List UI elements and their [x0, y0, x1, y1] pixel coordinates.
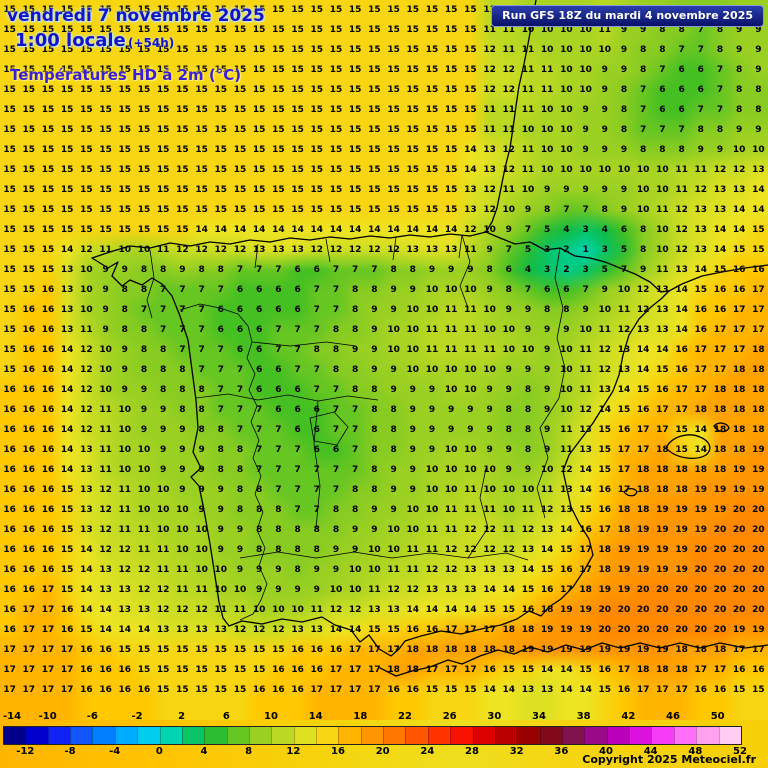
- color-scale-block: [383, 727, 406, 744]
- color-scale-label: 50: [710, 711, 725, 722]
- color-scale-label: -2: [131, 711, 143, 722]
- color-scale-block: [92, 727, 115, 744]
- color-scale-block: [405, 727, 428, 744]
- color-scale-label: 36: [554, 746, 569, 757]
- color-scale-label: 30: [487, 711, 502, 722]
- color-scale-label: 28: [465, 746, 479, 757]
- color-scale-block: [629, 727, 652, 744]
- color-scale-block: [4, 727, 26, 744]
- color-scale-label: 42: [621, 711, 636, 722]
- color-scale-block: [360, 727, 384, 744]
- color-scale-label: 16: [331, 746, 345, 757]
- color-scale-block: [539, 727, 562, 744]
- color-scale-block: [137, 727, 160, 744]
- color-scale-label: 4: [200, 746, 208, 757]
- color-scale-label: 26: [442, 711, 457, 722]
- color-scale-block: [450, 727, 473, 744]
- color-scale-block: [47, 727, 71, 744]
- color-scale-block: [248, 727, 272, 744]
- copyright-notice: Copyright 2025 Meteociel.fr: [582, 753, 756, 766]
- color-scale-block: [673, 727, 697, 744]
- color-scale-label: 20: [375, 746, 390, 757]
- color-scale-label: 24: [420, 746, 435, 757]
- color-scale-label: 46: [666, 711, 680, 722]
- color-scale-label: 38: [576, 711, 591, 722]
- color-scale-block: [271, 727, 294, 744]
- color-scale-label: -10: [38, 711, 57, 722]
- color-scale-label: 14: [308, 711, 323, 722]
- color-scale-label: 52: [733, 746, 747, 757]
- color-scale-label: -6: [86, 711, 98, 722]
- color-scale-label: 10: [264, 711, 278, 722]
- color-scale-block: [584, 727, 607, 744]
- color-scale-label: 0: [155, 746, 163, 757]
- color-scale-block: [696, 727, 719, 744]
- color-scale-block: [427, 727, 451, 744]
- color-scale-block: [718, 727, 741, 744]
- color-scale-block: [316, 727, 339, 744]
- color-scale-label: 2: [178, 711, 186, 722]
- color-scale-block: [561, 727, 585, 744]
- color-scale-block: [338, 727, 361, 744]
- color-scale-block: [651, 727, 674, 744]
- color-scale-block: [472, 727, 495, 744]
- color-scale-block: [70, 727, 93, 744]
- color-scale-block: [159, 727, 182, 744]
- color-scale-label: -4: [109, 746, 121, 757]
- color-scale-label: 18: [353, 711, 368, 722]
- color-scale-block: [606, 727, 630, 744]
- color-scale-block: [114, 727, 138, 744]
- color-scale-label: 12: [286, 746, 301, 757]
- color-scale-block: [25, 727, 48, 744]
- color-scale-label: -14: [2, 711, 22, 722]
- color-scale-label: 34: [532, 711, 546, 722]
- color-scale-label: 8: [245, 746, 253, 757]
- temperature-field-canvas: [0, 0, 768, 720]
- color-scale-block: [293, 727, 317, 744]
- color-scale-label: 48: [688, 746, 703, 757]
- color-scale-bar: [3, 726, 742, 745]
- color-scale-label: -8: [64, 746, 76, 757]
- color-scale-block: [226, 727, 249, 744]
- color-scale-block: [204, 727, 227, 744]
- color-scale-label: 6: [222, 711, 230, 722]
- color-scale-block: [494, 727, 518, 744]
- color-scale-label: 44: [643, 746, 658, 757]
- color-scale-label: 22: [398, 711, 412, 722]
- color-scale-label: 40: [599, 746, 613, 757]
- color-scale-label: 32: [509, 746, 524, 757]
- color-scale-block: [181, 727, 205, 744]
- color-scale-block: [517, 727, 540, 744]
- model-run-badge: Run GFS 18Z du mardi 4 novembre 2025: [491, 5, 764, 27]
- color-scale-label: -12: [16, 746, 35, 757]
